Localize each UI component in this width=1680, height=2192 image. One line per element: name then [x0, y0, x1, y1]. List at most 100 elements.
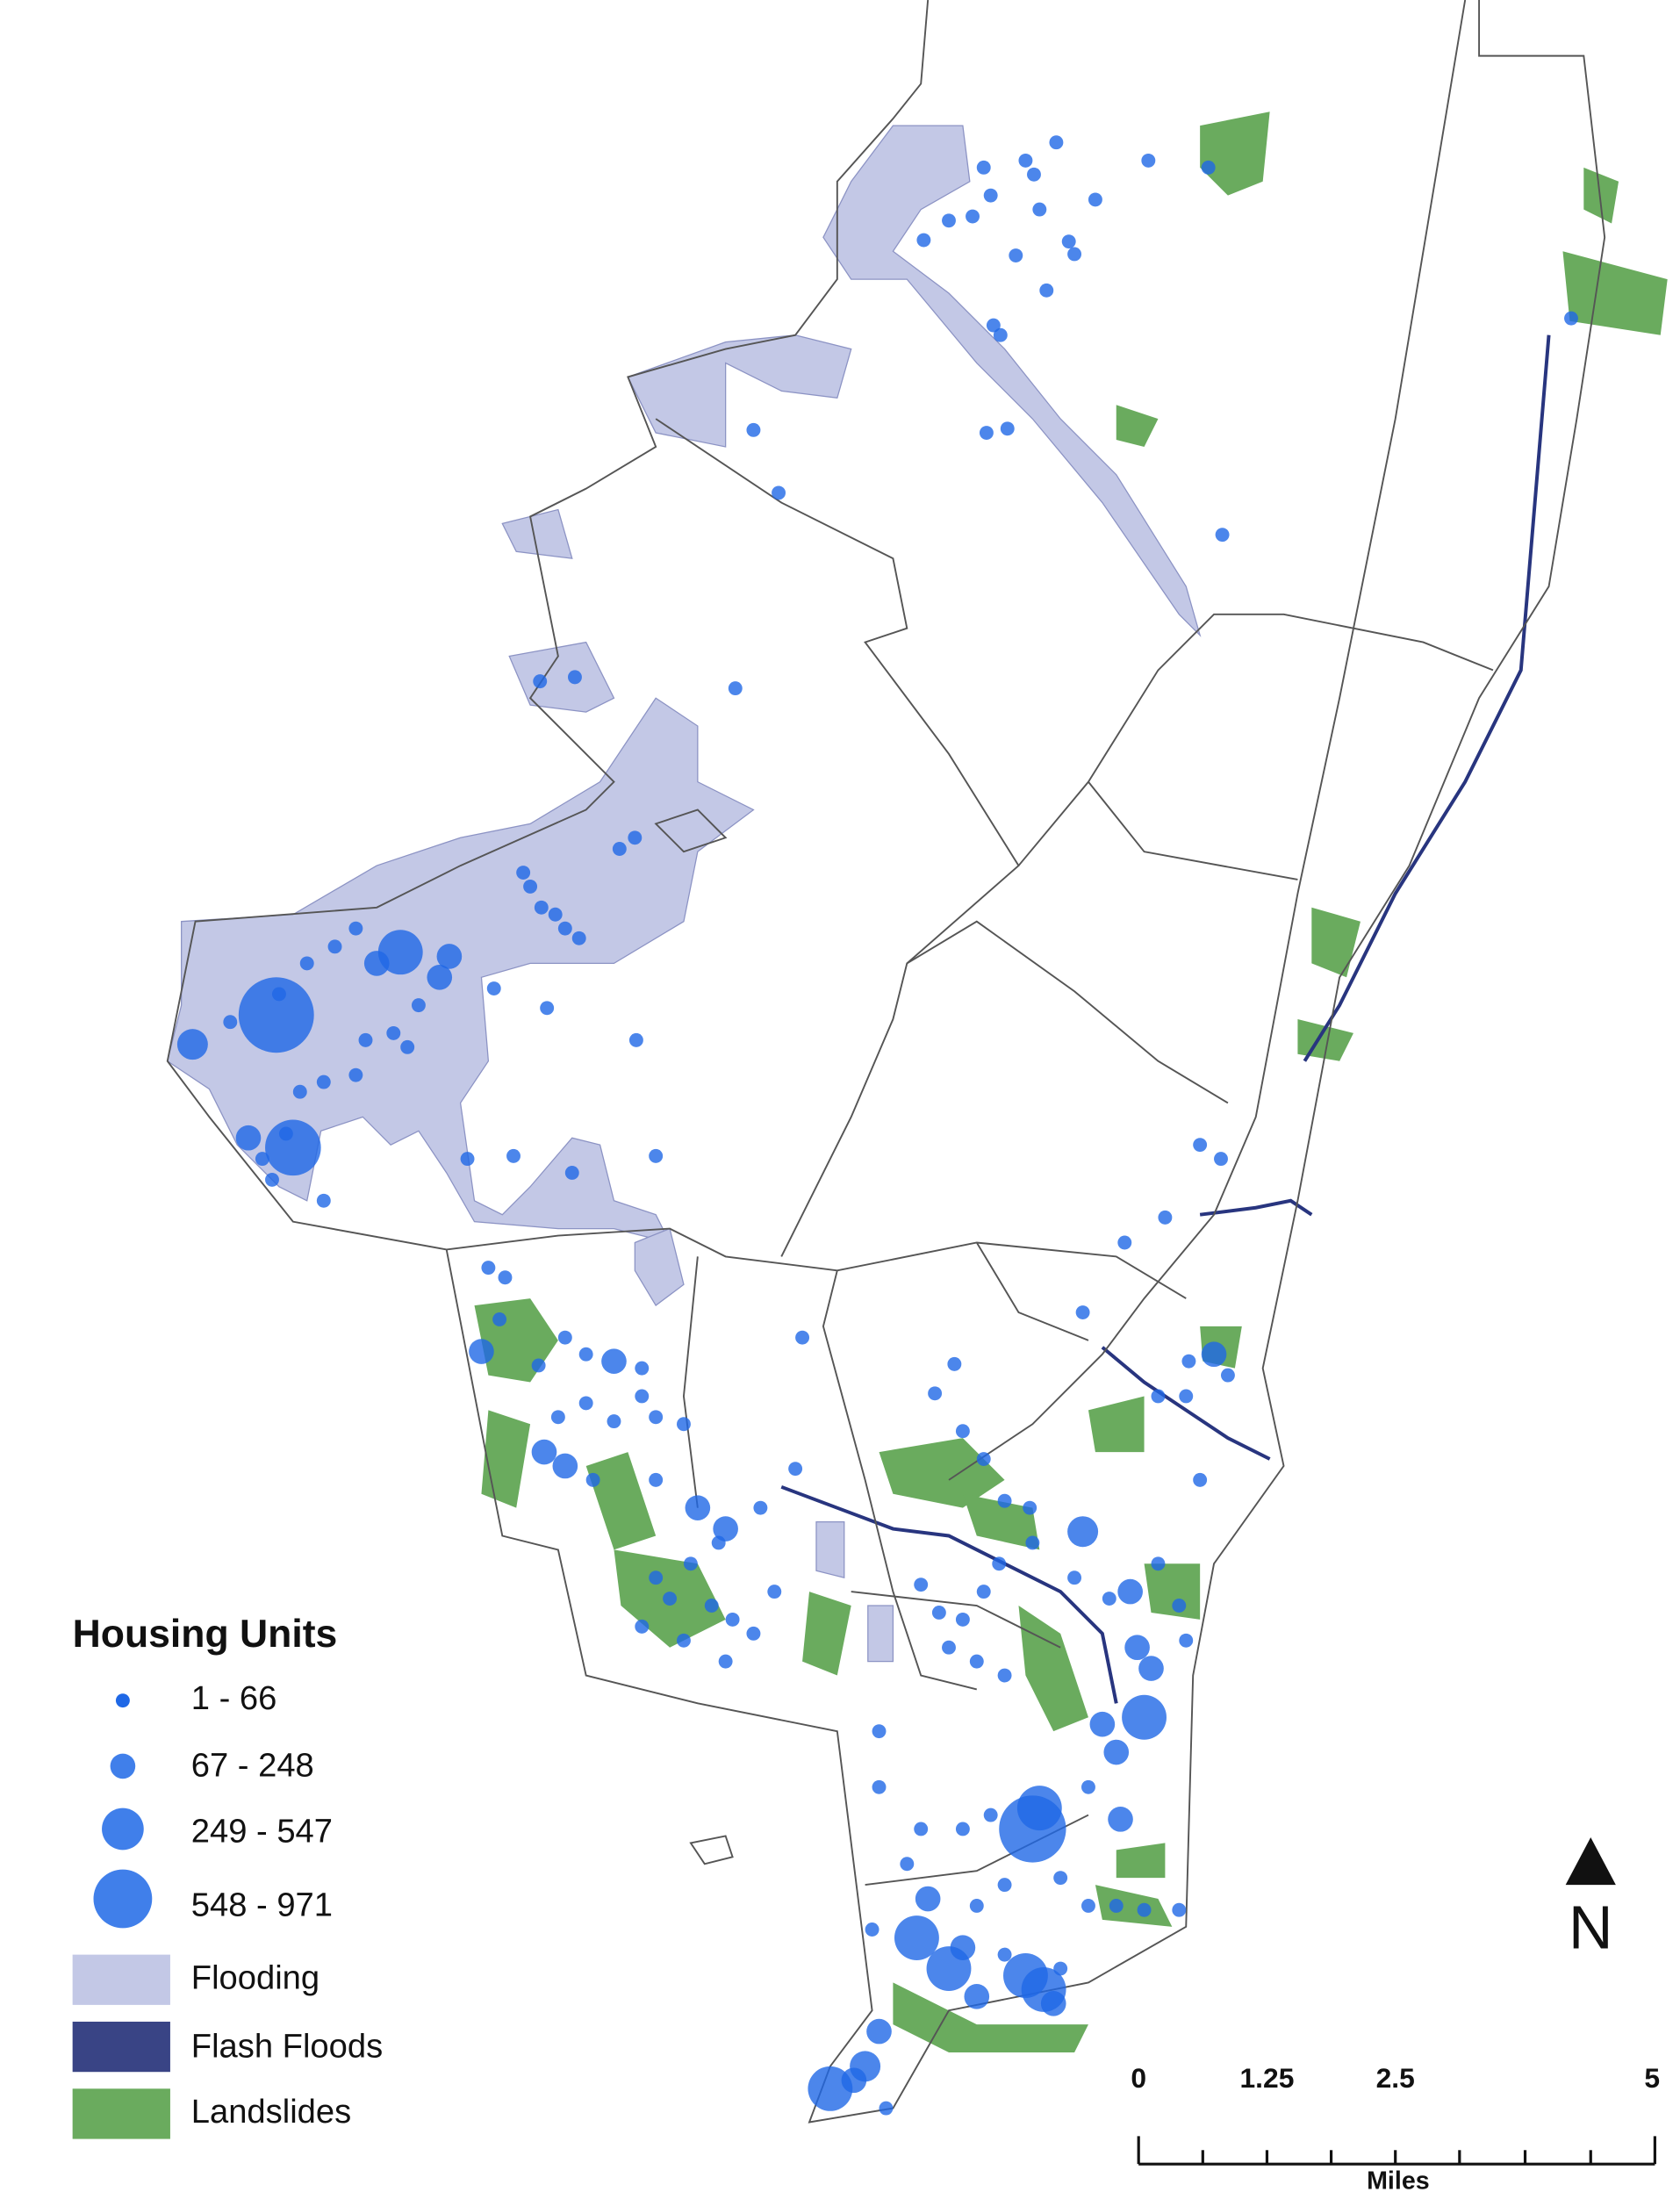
housing-point [1067, 1516, 1099, 1548]
housing-point [358, 1032, 373, 1047]
housing-point [865, 1922, 879, 1937]
housing-point [585, 1472, 600, 1487]
housing-point [914, 1822, 929, 1836]
housing-point [1023, 1500, 1037, 1515]
legend-symbol [72, 2021, 170, 2073]
housing-point [649, 1570, 664, 1585]
housing-point [1122, 1694, 1167, 1740]
housing-point [969, 1654, 984, 1669]
housing-point [711, 1535, 726, 1550]
housing-point [540, 1001, 555, 1016]
housing-point [481, 1261, 496, 1276]
housing-point [1117, 1578, 1143, 1605]
north-arrow: N [1565, 1837, 1616, 1962]
housing-point [1009, 248, 1023, 263]
housing-point [1016, 1786, 1062, 1831]
housing-point [914, 1578, 929, 1592]
housing-point [1088, 192, 1102, 207]
housing-point [460, 1152, 475, 1167]
housing-point [955, 1822, 970, 1836]
housing-point [531, 1439, 557, 1465]
scale-label: 0 [1131, 2062, 1146, 2094]
housing-point [772, 485, 786, 500]
housing-point [1053, 1871, 1068, 1886]
housing-point [663, 1592, 678, 1606]
housing-point [1067, 247, 1082, 262]
housing-point [713, 1516, 738, 1542]
housing-point [1102, 1592, 1116, 1606]
north-arrow-icon [1565, 1837, 1616, 1886]
legend-label: Landslides [191, 2093, 351, 2131]
housing-point [235, 1125, 262, 1151]
housing-point [601, 1348, 627, 1374]
housing-point [427, 964, 453, 990]
housing-point [677, 1417, 691, 1432]
housing-point [1109, 1899, 1124, 1913]
housing-point [955, 1612, 970, 1627]
legend-symbol [102, 1808, 144, 1851]
housing-point [915, 1886, 941, 1912]
housing-point [997, 1668, 1012, 1683]
housing-point [1081, 1779, 1095, 1794]
housing-point [983, 1808, 998, 1822]
legend-title: Housing Units [73, 1613, 338, 1656]
housing-point [1179, 1389, 1194, 1404]
housing-point [841, 2067, 867, 2094]
legend-label: 249 - 547 [191, 1812, 333, 1850]
housing-point [1151, 1556, 1166, 1571]
housing-point [550, 1410, 565, 1425]
housing-point [492, 1312, 507, 1326]
housing-point [1032, 202, 1047, 217]
housing-point [578, 1347, 593, 1362]
housing-point [316, 1074, 331, 1089]
housing-point [964, 1984, 990, 2009]
housing-point [866, 2018, 892, 2045]
flood-zones [167, 125, 1202, 1663]
housing-point [1193, 1472, 1208, 1487]
north-label: N [1569, 1894, 1613, 1962]
housing-point [976, 160, 991, 175]
housing-point [1138, 1656, 1164, 1681]
housing-point [986, 318, 1001, 333]
housing-point [767, 1585, 782, 1599]
housing-point [1117, 1235, 1132, 1250]
housing-point [436, 944, 463, 969]
housing-point [955, 1424, 970, 1439]
housing-point [1027, 167, 1041, 182]
housing-point [1025, 1535, 1040, 1550]
housing-point [718, 1654, 733, 1669]
housing-point [316, 1193, 331, 1208]
housing-point [997, 1947, 1012, 1962]
housing-point [1220, 1368, 1235, 1383]
housing-point [523, 879, 538, 894]
housing-point [1049, 135, 1064, 150]
housing-point [753, 1500, 768, 1515]
housing-point [872, 1724, 887, 1739]
housing-point [872, 1779, 887, 1794]
housing-point [879, 2101, 894, 2116]
legend-label: 67 - 248 [191, 1747, 314, 1785]
housing-point [348, 921, 363, 936]
flash-flood-lines [780, 334, 1551, 1704]
housing-point [607, 1414, 621, 1429]
housing-point [635, 1361, 650, 1376]
housing-point [1061, 234, 1076, 249]
housing-point [1018, 153, 1033, 168]
housing-point [983, 188, 998, 203]
legend-label: 548 - 971 [191, 1887, 333, 1924]
housing-point [725, 1612, 740, 1627]
housing-point [176, 1029, 208, 1060]
housing-point [612, 842, 627, 856]
housing-point [950, 1935, 976, 1960]
housing-point [557, 921, 572, 936]
housing-point [299, 956, 314, 971]
housing-point [979, 426, 994, 440]
housing-point [486, 981, 501, 995]
housing-point [1179, 1633, 1194, 1648]
scale-label: 5 [1644, 2062, 1660, 2094]
housing-point [685, 1495, 711, 1520]
housing-point [635, 1619, 650, 1634]
housing-point [677, 1633, 691, 1648]
housing-point [1103, 1739, 1130, 1765]
